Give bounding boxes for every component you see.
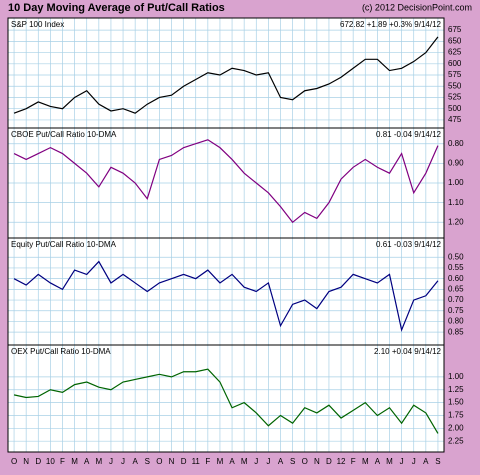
x-tick-label: F: [351, 457, 356, 466]
y-tick-label: 0.85: [448, 327, 464, 336]
y-tick-label: 625: [448, 48, 462, 57]
y-tick-label: 0.55: [448, 263, 464, 272]
x-tick-label: O: [302, 457, 308, 466]
x-tick-label: J: [121, 457, 125, 466]
x-tick-label: J: [412, 457, 416, 466]
series-line: [13, 139, 439, 224]
x-tick-label: A: [229, 457, 235, 466]
y-tick-label: 0.75: [448, 306, 464, 315]
x-tick-label: S: [290, 457, 295, 466]
y-tick-label: 500: [448, 104, 462, 113]
x-tick-label: D: [35, 457, 41, 466]
y-tick-label: 525: [448, 93, 462, 102]
series-line: [13, 368, 439, 434]
x-tick-label: N: [314, 457, 320, 466]
x-tick-label: J: [266, 457, 270, 466]
x-tick-label: A: [132, 457, 138, 466]
y-tick-label: 0.60: [448, 274, 464, 283]
x-tick-label: M: [71, 457, 78, 466]
y-tick-label: 1.75: [448, 411, 464, 420]
y-tick-label: 475: [448, 115, 462, 124]
x-tick-label: O: [11, 457, 17, 466]
panel-title: OEX Put/Call Ratio 10-DMA: [11, 347, 111, 356]
x-tick-label: N: [169, 457, 175, 466]
x-tick-label: 11: [192, 457, 201, 466]
y-tick-label: 0.70: [448, 295, 464, 304]
x-tick-label: 12: [337, 457, 346, 466]
y-tick-label: 0.80: [448, 139, 464, 148]
y-tick-label: 650: [448, 36, 462, 45]
x-tick-label: D: [326, 457, 332, 466]
panel-title: CBOE Put/Call Ratio 10-DMA: [11, 130, 117, 139]
panel-annotation: 0.61 -0.03 9/14/12: [376, 240, 441, 249]
x-tick-label: D: [181, 457, 187, 466]
x-tick-label: M: [241, 457, 248, 466]
y-tick-label: 0.65: [448, 284, 464, 293]
x-tick-label: O: [156, 457, 162, 466]
x-tick-label: S: [435, 457, 440, 466]
y-tick-label: 0.50: [448, 252, 464, 261]
y-tick-label: 0.80: [448, 317, 464, 326]
x-tick-label: M: [386, 457, 393, 466]
y-tick-label: 1.00: [448, 178, 464, 187]
x-tick-label: N: [23, 457, 29, 466]
series-line: [13, 36, 439, 114]
credit: (c) 2012 DecisionPoint.com: [362, 2, 472, 12]
panel-annotation: 0.81 -0.04 9/14/12: [376, 130, 441, 139]
x-tick-label: 10: [46, 457, 55, 466]
y-tick-label: 550: [448, 81, 462, 90]
y-tick-label: 675: [448, 25, 462, 34]
y-tick-label: 575: [448, 70, 462, 79]
x-tick-label: A: [423, 457, 429, 466]
y-tick-label: 1.50: [448, 398, 464, 407]
x-tick-label: S: [145, 457, 150, 466]
x-tick-label: A: [278, 457, 284, 466]
panel: [8, 345, 444, 452]
panel-annotation: 2.10 +0.04 9/14/12: [374, 347, 442, 356]
y-tick-label: 600: [448, 59, 462, 68]
panel-title: Equity Put/Call Ratio 10-DMA: [11, 240, 117, 249]
y-tick-label: 1.10: [448, 198, 464, 207]
y-tick-label: 1.00: [448, 372, 464, 381]
y-tick-label: 1.25: [448, 385, 464, 394]
panel-annotation: 672.82 +1.89 +0.3% 9/14/12: [340, 20, 442, 29]
series-line: [13, 260, 439, 333]
y-tick-label: 1.20: [448, 217, 464, 226]
x-tick-label: F: [60, 457, 65, 466]
y-tick-label: 0.90: [448, 158, 464, 167]
panel: [8, 18, 444, 128]
x-tick-label: J: [254, 457, 258, 466]
panel: [8, 238, 444, 345]
x-tick-label: A: [375, 457, 381, 466]
y-tick-label: 2.00: [448, 423, 464, 432]
x-tick-label: J: [400, 457, 404, 466]
panel-border: [7, 344, 445, 453]
x-tick-label: M: [362, 457, 369, 466]
panel-title: S&P 100 Index: [11, 20, 64, 29]
chart-title: 10 Day Moving Average of Put/Call Ratios: [8, 2, 225, 14]
y-tick-label: 2.25: [448, 436, 464, 445]
x-tick-label: A: [84, 457, 90, 466]
x-tick-label: J: [109, 457, 113, 466]
x-tick-label: M: [217, 457, 224, 466]
x-tick-label: M: [95, 457, 102, 466]
x-tick-label: F: [205, 457, 210, 466]
